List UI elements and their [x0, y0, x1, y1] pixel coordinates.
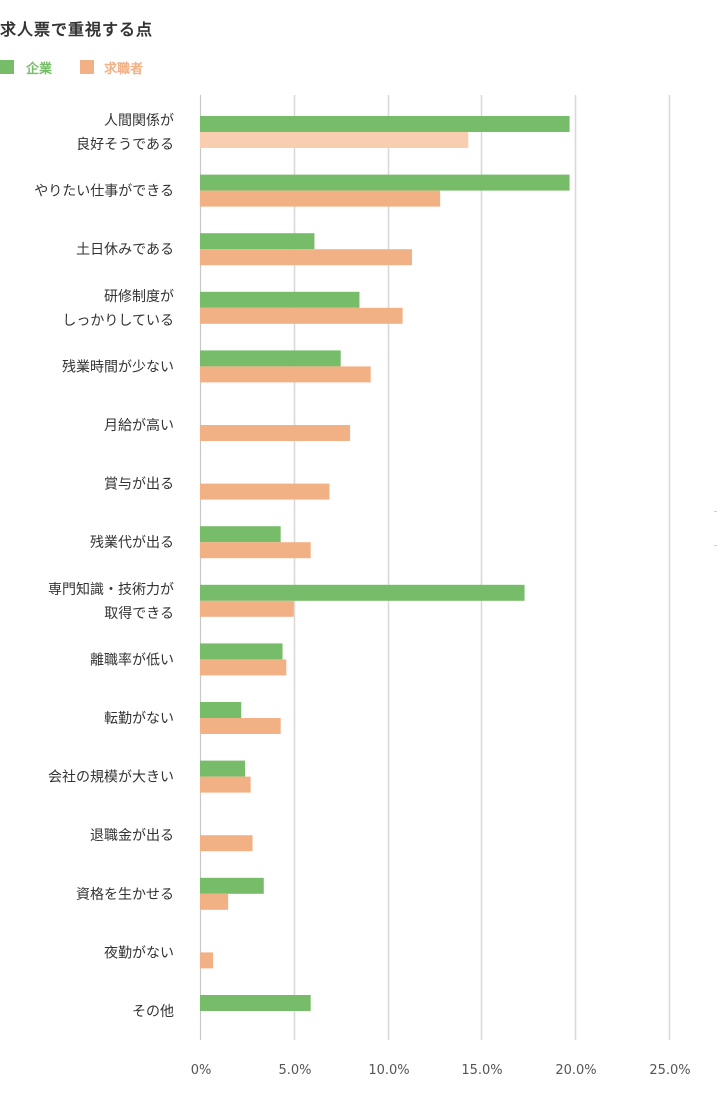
legend-item-jobseeker[interactable]: 求職者	[80, 58, 170, 78]
category-label: その他	[132, 1004, 174, 1020]
category-label: 資格を生かせる	[76, 887, 174, 903]
bar-jobseeker[interactable]	[200, 190, 441, 207]
bar-jobseeker[interactable]	[200, 132, 469, 148]
bar-jobseeker[interactable]	[200, 776, 251, 793]
bar-jobseeker[interactable]	[200, 600, 294, 617]
bar-company[interactable]	[200, 174, 570, 191]
category-label: 会社の規模が大きい	[48, 770, 174, 786]
bar-company[interactable]	[200, 877, 264, 894]
bar-jobseeker[interactable]	[200, 835, 253, 852]
legend-swatch-jobseeker	[80, 60, 94, 74]
x-tick-label: 15.0%	[461, 1063, 502, 1078]
category-label: 研修制度が	[104, 289, 174, 305]
category-label: 残業代が出る	[90, 535, 174, 551]
category-label: 転勤がない	[104, 711, 174, 727]
bar-jobseeker[interactable]	[200, 659, 287, 676]
category-label: 退職金が出る	[90, 828, 174, 844]
bar-jobseeker[interactable]	[200, 366, 371, 383]
category-label: 賞与が出る	[104, 477, 174, 493]
bar-company[interactable]	[200, 350, 341, 367]
bar-jobseeker[interactable]	[200, 249, 412, 266]
bar-jobseeker[interactable]	[200, 893, 229, 910]
x-tick-label: 20.0%	[555, 1063, 596, 1078]
category-label: 夜勤がない	[104, 945, 174, 961]
legend-label-jobseeker: 求職者	[104, 62, 144, 77]
category-label: 良好そうである	[76, 137, 174, 153]
bar-jobseeker[interactable]	[200, 483, 330, 500]
bar-company[interactable]	[200, 116, 570, 132]
bar-company[interactable]	[200, 760, 246, 777]
bar-jobseeker[interactable]	[200, 718, 281, 734]
x-tick-label: 0%	[191, 1063, 212, 1078]
scroll-hint-mark	[714, 545, 717, 546]
category-label: 月給が高い	[104, 417, 174, 434]
category-label: 専門知識・技術力が	[48, 581, 174, 598]
bar-company[interactable]	[200, 291, 360, 308]
legend-swatch-company	[0, 60, 14, 74]
x-tick-label: 10.0%	[368, 1063, 409, 1078]
bar-jobseeker[interactable]	[200, 542, 311, 559]
bar-company[interactable]	[200, 233, 315, 250]
category-label: やりたい仕事ができる	[34, 184, 174, 200]
bar-company[interactable]	[200, 643, 283, 660]
bar-company[interactable]	[200, 526, 281, 543]
category-label: 取得できる	[104, 605, 174, 622]
category-label: 土日休みである	[76, 242, 174, 258]
category-label: 人間関係が	[104, 113, 174, 129]
legend-item-company[interactable]: 企業	[0, 58, 70, 78]
bar-jobseeker[interactable]	[200, 307, 403, 324]
bar-company[interactable]	[200, 995, 311, 1011]
scroll-hint-mark	[714, 511, 717, 512]
bar-jobseeker[interactable]	[200, 425, 351, 441]
category-label: しっかりしている	[62, 313, 174, 329]
chart-title: 求人票で重視する点	[0, 20, 154, 39]
bar-company[interactable]	[200, 584, 525, 601]
legend-label-company: 企業	[26, 62, 53, 77]
bar-company[interactable]	[200, 702, 242, 718]
x-tick-label: 25.0%	[649, 1063, 690, 1078]
category-label: 離職率が低い	[90, 651, 174, 668]
category-label: 残業時間が少ない	[62, 359, 174, 375]
x-tick-label: 5.0%	[278, 1063, 311, 1078]
bar-jobseeker[interactable]	[200, 952, 214, 969]
